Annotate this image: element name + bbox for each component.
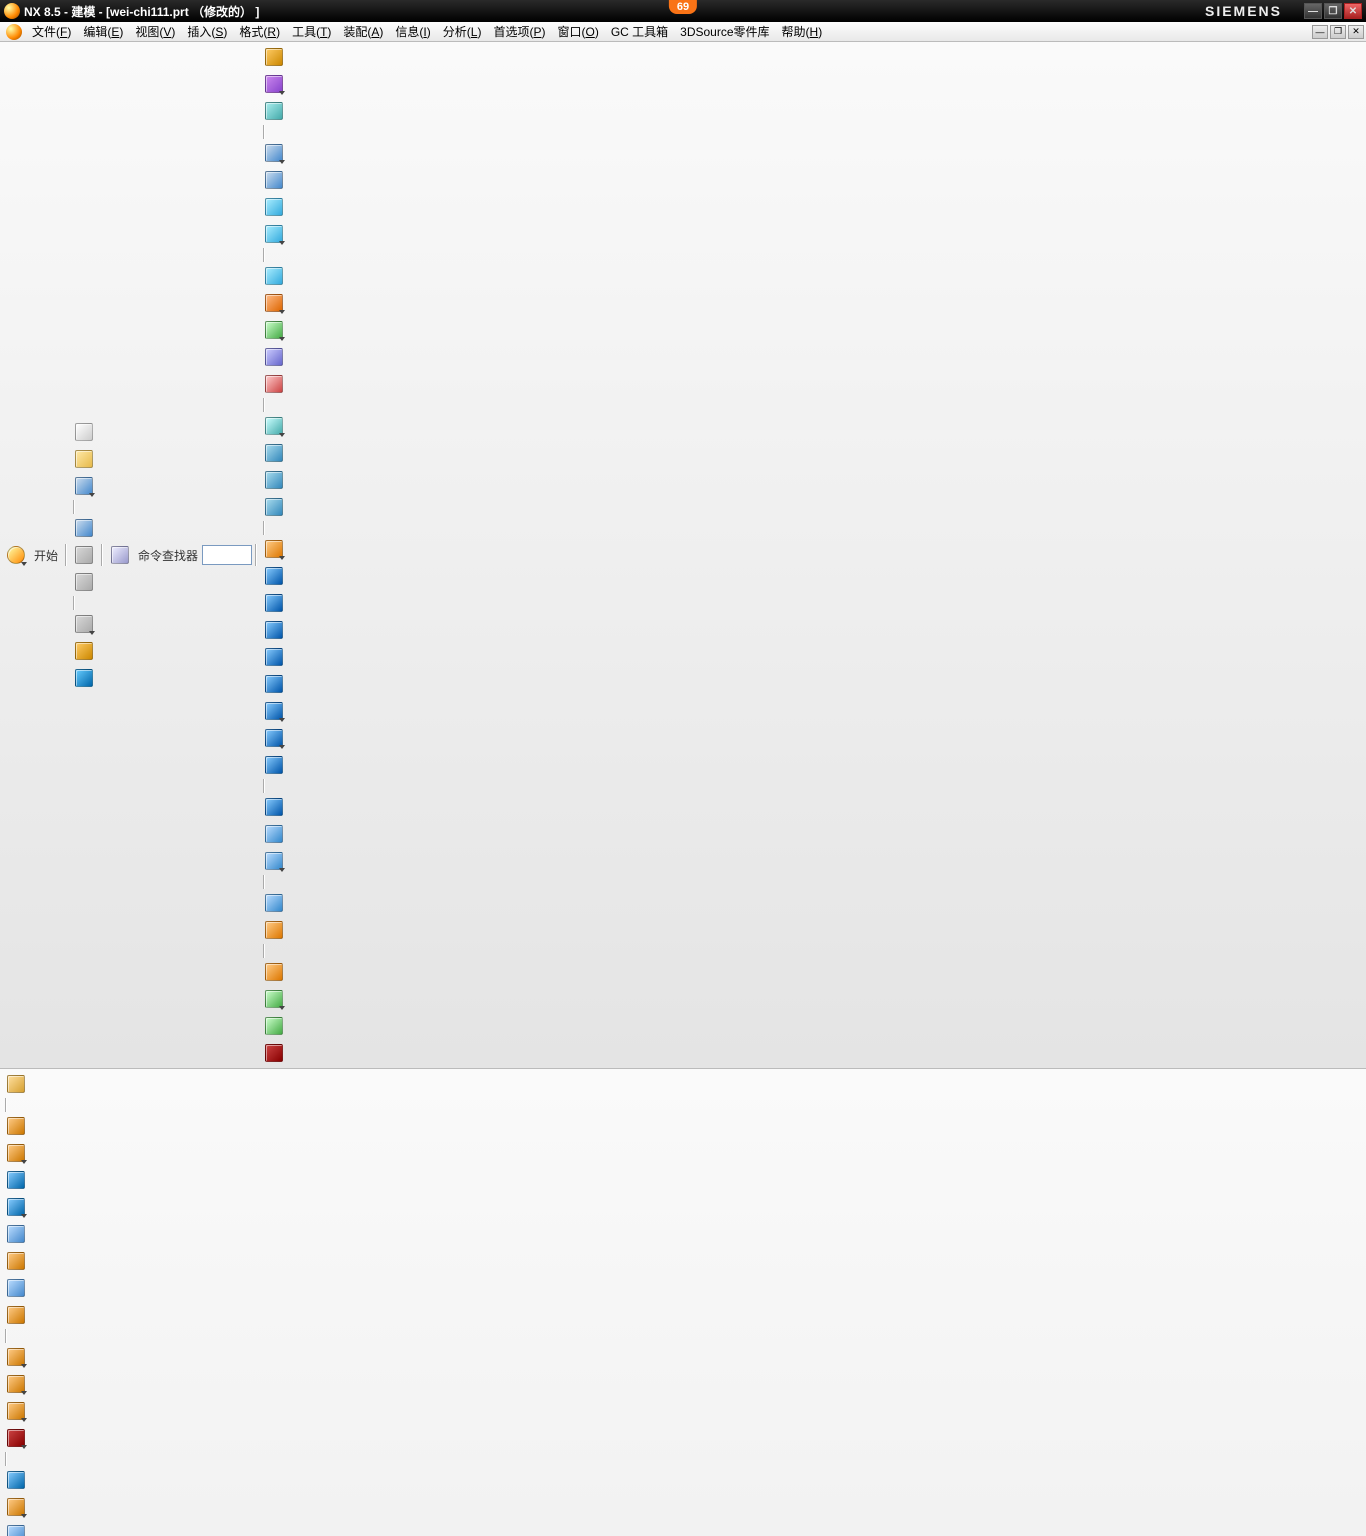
tool-button[interactable] (261, 1013, 287, 1039)
tool-button[interactable] (261, 44, 287, 70)
tool-button[interactable] (261, 698, 287, 724)
menu-工具[interactable]: 工具(T) (286, 23, 337, 41)
tool-button[interactable] (261, 644, 287, 670)
tool-button[interactable] (71, 419, 97, 445)
maximize-button[interactable]: ❐ (1324, 3, 1342, 19)
tool-button[interactable] (71, 542, 97, 568)
cmd-finder-input[interactable] (202, 545, 252, 565)
tool-button[interactable] (261, 890, 287, 916)
menu-视图[interactable]: 视图(V) (129, 23, 181, 41)
tool-button[interactable] (261, 413, 287, 439)
mdi-restore-button[interactable]: ❐ (1330, 25, 1346, 39)
cmd-finder-label: 命令查找器 (134, 547, 202, 564)
tool-button[interactable] (261, 140, 287, 166)
toolbar-feature (0, 1069, 1366, 1536)
tool-button[interactable] (3, 1194, 29, 1220)
menu-文件[interactable]: 文件(F) (26, 23, 77, 41)
tool-button[interactable] (261, 1040, 287, 1066)
tool-button[interactable] (261, 71, 287, 97)
tool-button[interactable] (261, 98, 287, 124)
start-label: 开始 (30, 547, 62, 564)
tool-button[interactable] (3, 1398, 29, 1424)
brand-label: SIEMENS (1205, 3, 1282, 19)
menu-帮助[interactable]: 帮助(H) (776, 23, 829, 41)
tool-button[interactable] (261, 725, 287, 751)
tool-button[interactable] (261, 794, 287, 820)
menu-bar: 文件(F)编辑(E)视图(V)插入(S)格式(R)工具(T)装配(A)信息(I)… (0, 22, 1366, 42)
app-icon (4, 3, 20, 19)
tool-button[interactable] (261, 671, 287, 697)
mdi-minimize-button[interactable]: — (1312, 25, 1328, 39)
tool-button[interactable] (261, 848, 287, 874)
tool-button[interactable] (3, 1467, 29, 1493)
tool-button[interactable] (261, 317, 287, 343)
tool-button[interactable] (3, 1371, 29, 1397)
window-title: NX 8.5 - 建模 - [wei-chi111.prt （修改的） ] (24, 3, 259, 20)
tool-button[interactable] (261, 752, 287, 778)
tool-button[interactable] (261, 917, 287, 943)
mdi-close-button[interactable]: ✕ (1348, 25, 1364, 39)
tool-button[interactable] (261, 467, 287, 493)
tool-button[interactable] (261, 194, 287, 220)
menu-GC 工具箱[interactable]: GC 工具箱 (605, 23, 674, 41)
close-button[interactable]: ✕ (1344, 3, 1362, 19)
tool-button[interactable] (3, 1344, 29, 1370)
tool-button[interactable] (261, 221, 287, 247)
tool-button[interactable] (71, 569, 97, 595)
tool-button[interactable] (261, 167, 287, 193)
tool-button[interactable] (261, 536, 287, 562)
title-bar: NX 8.5 - 建模 - [wei-chi111.prt （修改的） ] 69… (0, 0, 1366, 22)
tool-button[interactable] (3, 1521, 29, 1536)
tool-button[interactable] (3, 1248, 29, 1274)
tool-button[interactable] (261, 371, 287, 397)
menu-分析[interactable]: 分析(L) (437, 23, 488, 41)
tool-button[interactable] (3, 1113, 29, 1139)
tool-button[interactable] (3, 1140, 29, 1166)
menu-插入[interactable]: 插入(S) (181, 23, 233, 41)
toolbar-standard: 开始 命令查找器 (0, 42, 1366, 1069)
menu-窗口[interactable]: 窗口(O) (551, 23, 604, 41)
nx-logo-icon (6, 24, 22, 40)
tool-button[interactable] (3, 1425, 29, 1451)
tool-button[interactable] (261, 617, 287, 643)
tool-button[interactable] (71, 665, 97, 691)
tool-button[interactable] (3, 1302, 29, 1328)
menu-首选项[interactable]: 首选项(P) (487, 23, 551, 41)
tool-button[interactable] (261, 440, 287, 466)
tool-button[interactable] (261, 344, 287, 370)
tool-button[interactable] (71, 611, 97, 637)
tool-button[interactable] (3, 1071, 29, 1097)
tool-button[interactable] (3, 1494, 29, 1520)
menu-装配[interactable]: 装配(A) (337, 23, 389, 41)
tool-button[interactable] (71, 515, 97, 541)
tool-button[interactable] (261, 986, 287, 1012)
tool-button[interactable] (3, 1221, 29, 1247)
tool-button[interactable] (261, 563, 287, 589)
tool-button[interactable] (3, 1167, 29, 1193)
tool-button[interactable] (261, 590, 287, 616)
tool-button[interactable] (261, 821, 287, 847)
tool-button[interactable] (261, 263, 287, 289)
menu-编辑[interactable]: 编辑(E) (77, 23, 129, 41)
start-button[interactable] (3, 542, 29, 568)
menu-信息[interactable]: 信息(I) (389, 23, 436, 41)
menu-格式[interactable]: 格式(R) (233, 23, 286, 41)
tool-button[interactable] (71, 638, 97, 664)
tool-button[interactable] (71, 446, 97, 472)
tool-button[interactable] (261, 494, 287, 520)
minimize-button[interactable]: — (1304, 3, 1322, 19)
cmd-finder-icon[interactable] (107, 542, 133, 568)
notification-badge[interactable]: 69 (669, 0, 697, 14)
tool-button[interactable] (261, 290, 287, 316)
tool-button[interactable] (3, 1275, 29, 1301)
tool-button[interactable] (71, 473, 97, 499)
menu-3DSource零件库[interactable]: 3DSource零件库 (674, 23, 775, 41)
tool-button[interactable] (261, 959, 287, 985)
